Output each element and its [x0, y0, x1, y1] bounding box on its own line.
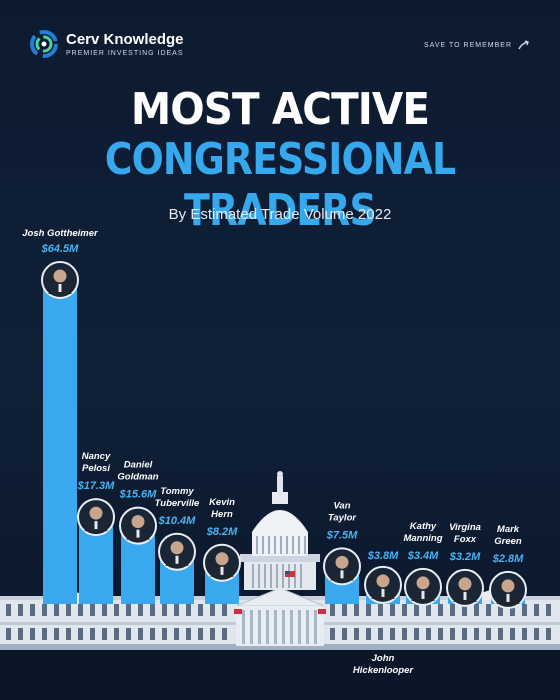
avatar-0	[41, 261, 79, 299]
category-label-6: Van Taylor	[328, 500, 357, 523]
category-label-9: Mark Green	[494, 524, 522, 547]
category-label-8: Virgina Foxx	[449, 522, 481, 545]
avatar-2	[119, 506, 157, 545]
avatar-6	[323, 547, 361, 586]
save-label: SAVE TO REMEMBER	[424, 41, 512, 49]
value-label-8: $3.2M	[449, 551, 481, 563]
bar-0	[43, 280, 77, 604]
chart-title: MOST ACTIVE	[130, 84, 430, 135]
avatar-1	[77, 498, 115, 537]
category-label-1: Nancy Pelosi	[82, 451, 111, 474]
avatar-8	[446, 568, 484, 607]
value-label-7: $3.4M	[407, 550, 439, 562]
avatar-3	[158, 532, 196, 571]
avatar-7	[404, 567, 442, 606]
brand-tagline: PREMIER INVESTING IDEAS	[66, 49, 184, 57]
category-label-2: Daniel Goldman	[117, 460, 158, 483]
value-label-4: $8.2M	[206, 526, 238, 538]
category-label-3: Tommy Tuberville	[155, 486, 200, 509]
value-label-9: $2.8M	[492, 553, 524, 565]
value-label-3: $10.4M	[158, 515, 197, 527]
avatar-9	[489, 570, 527, 609]
category-label-4: Kevin Hern	[209, 497, 235, 520]
brand-name: Cerv Knowledge	[66, 30, 184, 48]
arrow-up-right-icon	[518, 40, 529, 50]
category-label-0: Josh Gottheimer	[22, 228, 99, 239]
avatar-5	[364, 565, 402, 604]
cerv-logo-icon	[30, 30, 58, 58]
chart-title-highlight: CONGRESSIONAL TRADERS	[104, 134, 456, 236]
value-label-2: $15.6M	[119, 489, 158, 501]
value-label-5: $3.8M	[367, 550, 399, 562]
save-to-remember: SAVE TO REMEMBER	[424, 40, 530, 50]
category-label-7: Kathy Manning	[403, 521, 442, 544]
value-label-1: $17.3M	[77, 480, 116, 492]
chart-subtitle: By Estimated Trade Volume 2022	[168, 206, 392, 223]
brand: Cerv Knowledge PREMIER INVESTING IDEAS	[30, 30, 184, 58]
category-label-5: John Hickenlooper	[353, 653, 414, 676]
avatar-4	[203, 543, 241, 582]
value-label-6: $7.5M	[326, 529, 358, 541]
value-label-0: $64.5M	[41, 243, 80, 255]
